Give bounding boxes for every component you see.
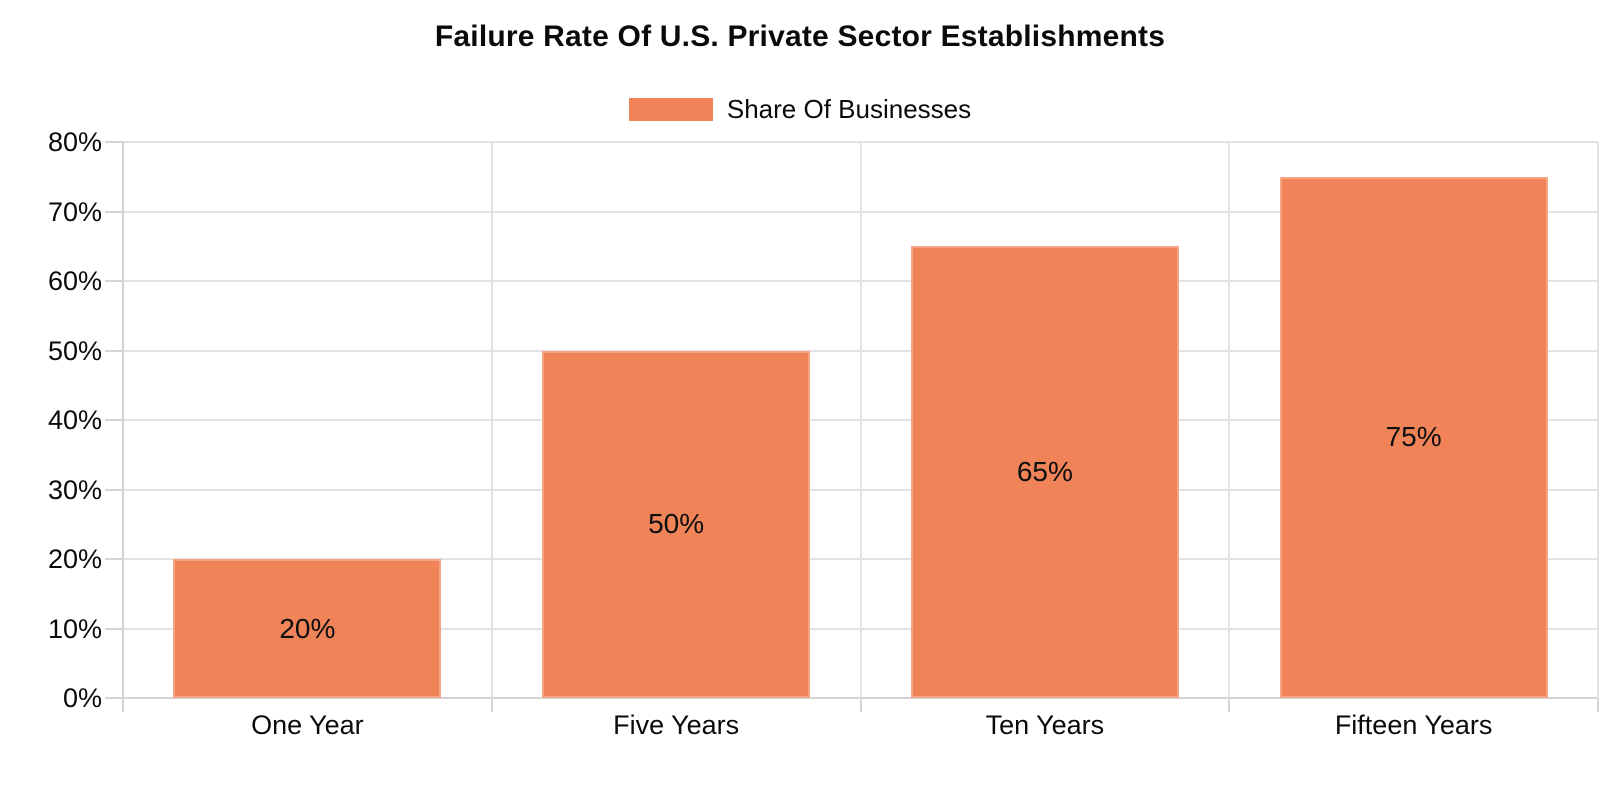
y-axis-tick: [105, 349, 123, 352]
y-axis-tick: [105, 488, 123, 491]
x-axis-tick: [1597, 698, 1599, 712]
y-axis-label: 10%: [47, 613, 102, 644]
x-axis-tick: [859, 698, 862, 712]
gridline-vertical: [859, 142, 862, 698]
y-axis-label: 30%: [47, 474, 102, 505]
x-axis-tick: [122, 698, 124, 712]
y-axis-label: 70%: [47, 196, 102, 227]
gridline-vertical: [122, 142, 124, 698]
bar[interactable]: 65%: [910, 246, 1179, 698]
bar-value-label: 50%: [648, 508, 705, 540]
bar[interactable]: 50%: [542, 350, 811, 698]
bar-value-label: 65%: [1016, 456, 1073, 488]
chart-title: Failure Rate Of U.S. Private Sector Esta…: [434, 20, 1166, 53]
y-axis-label: 0%: [62, 683, 102, 713]
y-axis-label: 50%: [47, 335, 102, 366]
x-axis-label: Five Years: [613, 710, 740, 740]
y-axis-label: 60%: [47, 266, 102, 296]
gridline-vertical: [490, 142, 493, 698]
x-axis-tick: [1228, 698, 1231, 712]
y-axis-tick: [105, 627, 123, 630]
y-axis-tick: [105, 697, 123, 699]
gridline-vertical: [1228, 142, 1231, 698]
x-axis-label: One Year: [251, 710, 364, 740]
legend-item[interactable]: Share Of Businesses: [0, 94, 1600, 125]
y-axis-tick: [105, 419, 123, 421]
bar-value-label: 20%: [279, 612, 336, 644]
y-axis-tick: [105, 280, 123, 282]
bar-value-label: 75%: [1385, 421, 1442, 453]
bar[interactable]: 75%: [1279, 176, 1548, 698]
x-axis-tick: [490, 698, 493, 712]
y-axis-label: 40%: [47, 405, 102, 435]
y-axis-label: 80%: [47, 127, 102, 157]
y-axis-label: 20%: [47, 544, 102, 574]
legend-swatch: [628, 98, 713, 121]
legend-label: Share Of Businesses: [726, 94, 972, 124]
y-axis-tick: [105, 210, 123, 213]
y-axis-tick: [105, 558, 123, 560]
x-axis-label: Ten Years: [985, 710, 1105, 740]
y-axis-tick: [105, 141, 123, 143]
gridline-vertical: [1597, 142, 1599, 698]
bar[interactable]: 20%: [173, 559, 442, 698]
x-axis-label: Fifteen Years: [1334, 710, 1493, 740]
